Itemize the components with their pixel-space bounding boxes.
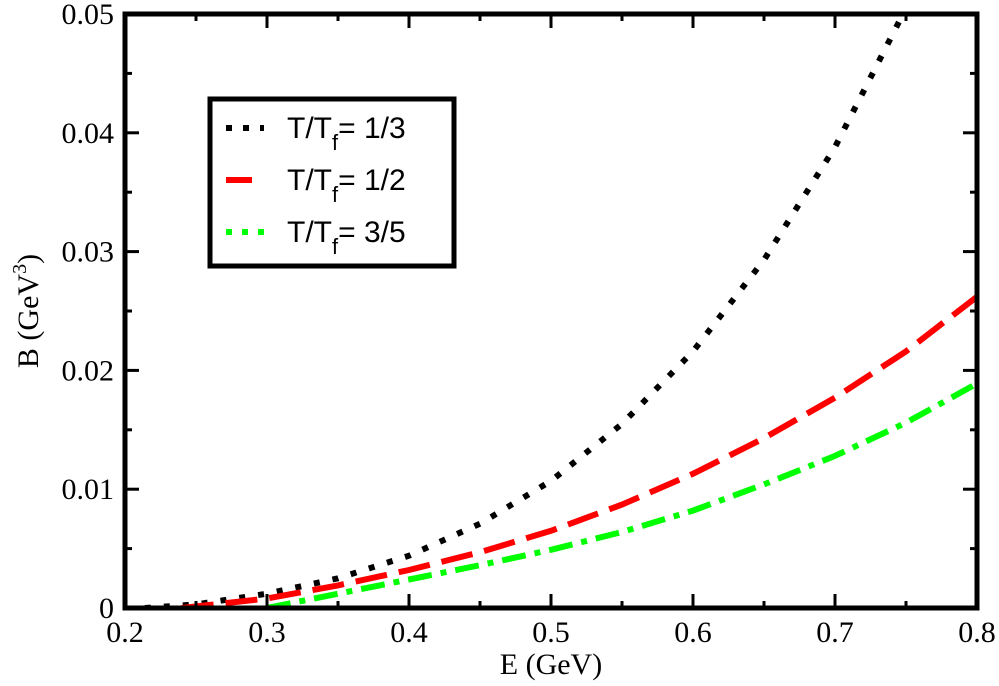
series-line-2 [181, 294, 977, 608]
x-tick-label: 0.6 [674, 616, 712, 649]
y-tick-label: 0.03 [62, 236, 115, 269]
x-tick-label: 0.2 [106, 616, 144, 649]
y-tick-label: 0.04 [62, 117, 115, 150]
axis-ticks: 0.2 0.3 0.4 0.5 0.6 0.7 0.8 0 0.01 0.02 0.03 0.04 0.… [62, 0, 996, 649]
legend: T/Tf= 1/3 T/Tf= 1/2 T/Tf= 3/5 [207, 96, 457, 269]
y-tick-label: 0.01 [62, 473, 115, 506]
series-line-3 [266, 380, 977, 608]
x-tick-label: 0.5 [532, 616, 570, 649]
x-tick-label: 0.8 [958, 616, 996, 649]
x-tick-label: 0.4 [390, 616, 428, 649]
y-axis-title: B (GeV3) [9, 254, 45, 368]
x-tick-label: 0.3 [248, 616, 286, 649]
series-layer [144, 14, 977, 608]
legend-label-3: T/Tf= 3/5 [287, 216, 406, 259]
legend-label-2: T/Tf= 1/2 [287, 164, 406, 207]
legend-label-1: T/Tf= 1/3 [287, 112, 406, 155]
x-tick-label: 0.7 [816, 616, 854, 649]
y-axis-title-sup: 3 [9, 264, 31, 274]
y-tick-label: 0 [99, 592, 114, 625]
y-axis-title-close: ) [12, 254, 45, 264]
x-axis-title: E (GeV) [500, 648, 602, 681]
y-tick-label: 0.02 [62, 354, 115, 387]
y-tick-label: 0.05 [62, 0, 115, 31]
y-axis-title-main: B (GeV [12, 274, 45, 368]
series-line-1 [144, 14, 907, 608]
